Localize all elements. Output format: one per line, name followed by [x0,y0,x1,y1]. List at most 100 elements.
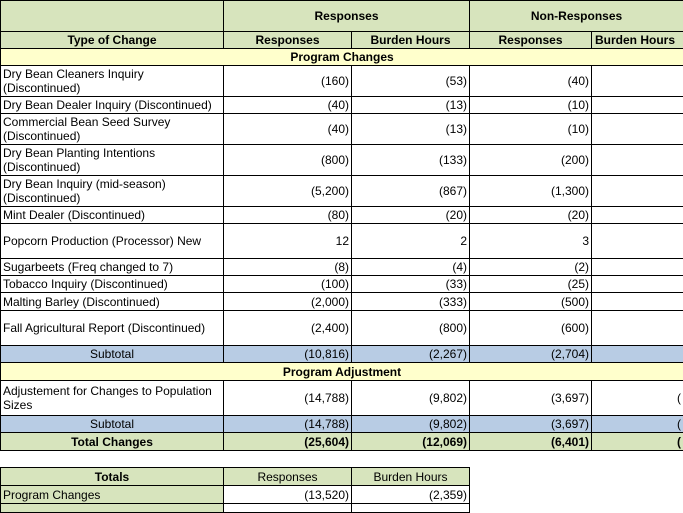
cell: (20) [470,207,592,224]
cell: (40) [224,97,352,114]
row-label: Dry Bean Inquiry (mid-season) (Discontin… [1,176,224,207]
burden-changes-table: Responses Non-Responses Type of Change R… [0,0,683,451]
cell: (13) [352,114,470,145]
section-header: Program Changes [1,49,683,66]
column-header-row: Type of Change Responses Burden Hours Re… [1,32,683,49]
col-header: Responses [224,32,352,49]
cell: (6,401) [470,433,592,451]
cell: (10) [470,114,592,145]
cell: (14,788) [224,416,352,433]
subtotal-row: Subtotal (14,788) (9,802) (3,697) ( [1,416,683,433]
cell [592,207,683,224]
col-header: Burden Hours [352,32,470,49]
table-row: Mint Dealer (Discontinued)(80)(20)(20) [1,207,683,224]
cell: ( [592,416,683,433]
table-row: Adjustement for Changes to Population Si… [1,381,683,416]
cell: (53) [352,66,470,97]
cell: (25,604) [224,433,352,451]
cell: (10) [470,97,592,114]
row-label: Subtotal [1,346,224,363]
table-row: Commercial Bean Seed Survey (Discontinue… [1,114,683,145]
cell [592,311,683,346]
cell: (13,520) [224,486,352,504]
cell: (3,697) [470,381,592,416]
table-row: Dry Bean Inquiry (mid-season) (Discontin… [1,176,683,207]
col-header: Type of Change [1,32,224,49]
row-label: Adjustement for Changes to Population Si… [1,381,224,416]
cell: (10,816) [224,346,352,363]
cell: (600) [470,311,592,346]
row-label: Dry Bean Dealer Inquiry (Discontinued) [1,97,224,114]
cell [592,293,683,311]
table-row: Dry Bean Dealer Inquiry (Discontinued)(4… [1,97,683,114]
table-row: Sugarbeets (Freq changed to 7)(8)(4)(2) [1,259,683,276]
cell: (200) [470,145,592,176]
cell: 3 [470,224,592,259]
cell: (14,788) [224,381,352,416]
row-label: Popcorn Production (Processor) New [1,224,224,259]
cell: (40) [470,66,592,97]
col-header: Responses [470,32,592,49]
cell [592,346,683,363]
cell: (2,704) [470,346,592,363]
cell: (133) [352,145,470,176]
cell: (2,267) [352,346,470,363]
table-row: Dry Bean Planting Intentions (Discontinu… [1,145,683,176]
section-header: Program Adjustment [1,363,683,381]
row-label: Total Changes [1,433,224,451]
row-label: Program Changes [1,486,224,504]
row-label [1,504,224,513]
row-label: Malting Barley (Discontinued) [1,293,224,311]
table-row: Fall Agricultural Report (Discontinued)(… [1,311,683,346]
col-header: Burden Hours [592,32,683,49]
cell: (2,000) [224,293,352,311]
cell: (867) [352,176,470,207]
cell: (800) [352,311,470,346]
col-header: Burden Hours [352,468,470,486]
cell [592,145,683,176]
totals-table: Totals Responses Burden Hours Program Ch… [0,467,470,513]
col-header: Responses [224,468,352,486]
row-label: Sugarbeets (Freq changed to 7) [1,259,224,276]
cell: (2,359) [352,486,470,504]
cell [592,114,683,145]
cell: 12 [224,224,352,259]
cell: (12,069) [352,433,470,451]
cell [592,176,683,207]
row-label: Tobacco Inquiry (Discontinued) [1,276,224,293]
cell [592,276,683,293]
cell: 2 [352,224,470,259]
responses-group-header: Responses [224,1,470,32]
cell: (4) [352,259,470,276]
cell [352,504,470,513]
table-row: Malting Barley (Discontinued)(2,000)(333… [1,293,683,311]
non-responses-group-header: Non-Responses [470,1,683,32]
row-label: Fall Agricultural Report (Discontinued) [1,311,224,346]
cell: ( [592,433,683,451]
cell: (33) [352,276,470,293]
row-label: Mint Dealer (Discontinued) [1,207,224,224]
row-label: Dry Bean Planting Intentions (Discontinu… [1,145,224,176]
group-header-row: Responses Non-Responses [1,1,683,32]
cell [592,97,683,114]
table-row: Tobacco Inquiry (Discontinued)(100)(33)(… [1,276,683,293]
col-header: Totals [1,468,224,486]
cell: (13) [352,97,470,114]
cell: (2) [470,259,592,276]
cell: (2,400) [224,311,352,346]
cell: (9,802) [352,381,470,416]
cell: (25) [470,276,592,293]
header-cell [1,1,224,32]
cell: (8) [224,259,352,276]
cell: (800) [224,145,352,176]
cell: (500) [470,293,592,311]
cell [592,224,683,259]
row-label: Commercial Bean Seed Survey (Discontinue… [1,114,224,145]
cell: (80) [224,207,352,224]
cell: (5,200) [224,176,352,207]
table-row [1,504,470,513]
subtotal-row: Subtotal (10,816) (2,267) (2,704) [1,346,683,363]
row-label: Subtotal [1,416,224,433]
cell: (3,697) [470,416,592,433]
cell [592,259,683,276]
